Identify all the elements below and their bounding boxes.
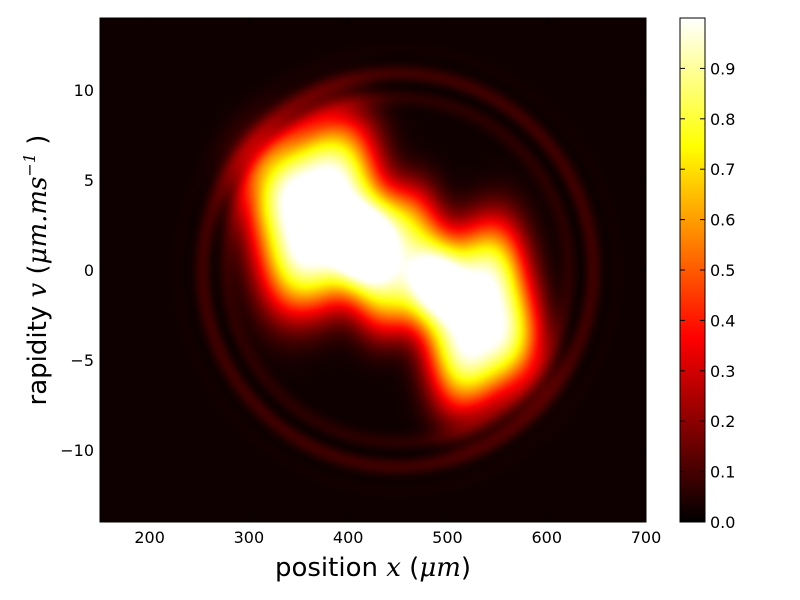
y-axis-ticks: −10 −5 0 5 10 bbox=[60, 81, 646, 460]
colorbar-ticks: 0.0 0.1 0.2 0.3 0.4 0.5 0.6 0.7 0.8 0.9 bbox=[680, 59, 735, 532]
colorbar-tick-label: 0.4 bbox=[710, 311, 735, 330]
y-axis-label: rapidity v (μm.ms−1 ) bbox=[20, 135, 53, 406]
y-tick-label: 5 bbox=[84, 171, 94, 190]
colorbar-tick-label: 0.5 bbox=[710, 261, 735, 280]
x-tick-label: 500 bbox=[432, 528, 463, 547]
colorbar-tick-label: 0.0 bbox=[710, 513, 735, 532]
colorbar-tick-label: 0.8 bbox=[710, 110, 735, 129]
x-tick-label: 400 bbox=[333, 528, 364, 547]
y-tick-label: 10 bbox=[74, 81, 94, 100]
colorbar-tick-label: 0.9 bbox=[710, 59, 735, 78]
y-tick-label: −10 bbox=[60, 441, 94, 460]
plot-area bbox=[99, 17, 647, 523]
colorbar-tick-label: 0.6 bbox=[710, 211, 735, 230]
heatmap-image bbox=[100, 18, 646, 522]
colorbar: 0.0 0.1 0.2 0.3 0.4 0.5 0.6 0.7 0.8 0.9 bbox=[679, 17, 735, 532]
colorbar-tick-label: 0.1 bbox=[710, 463, 735, 482]
x-tick-label: 200 bbox=[134, 528, 165, 547]
colorbar-tick-label: 0.2 bbox=[710, 412, 735, 431]
x-axis-label: position x (μm) bbox=[275, 553, 471, 583]
x-axis-ticks: 200 300 400 500 600 700 bbox=[134, 18, 661, 547]
y-tick-label: −5 bbox=[70, 351, 94, 370]
colorbar-tick-label: 0.7 bbox=[710, 160, 735, 179]
x-tick-label: 600 bbox=[531, 528, 562, 547]
x-tick-label: 700 bbox=[631, 528, 662, 547]
x-tick-label: 300 bbox=[234, 528, 265, 547]
y-tick-label: 0 bbox=[84, 261, 94, 280]
colorbar-tick-label: 0.3 bbox=[710, 362, 735, 381]
